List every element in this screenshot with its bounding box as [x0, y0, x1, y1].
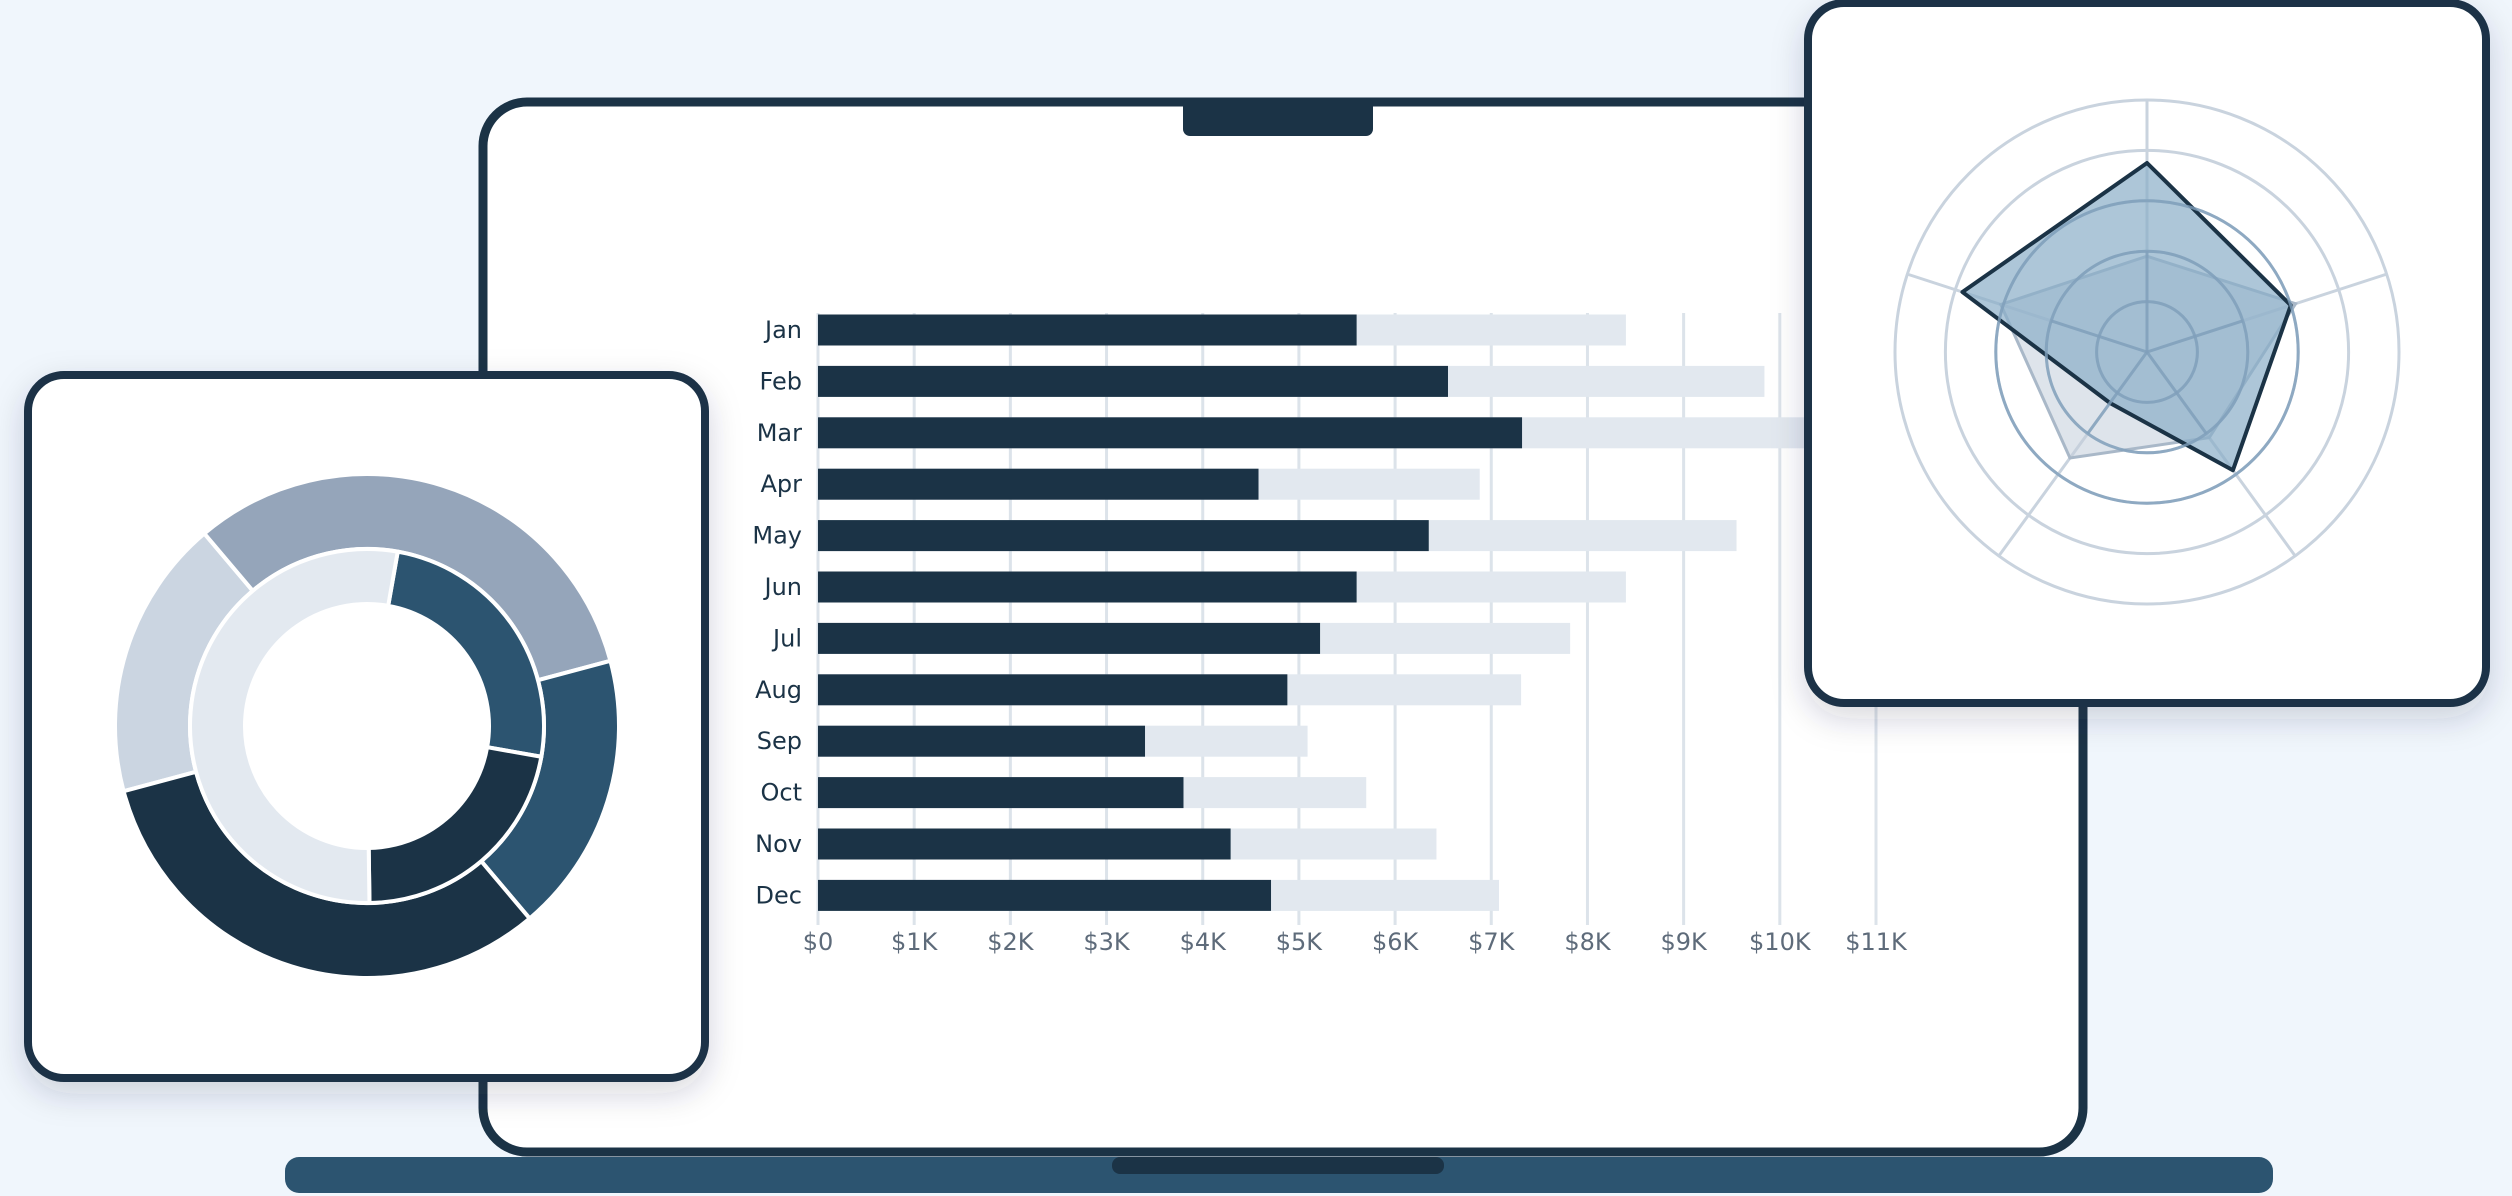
radar-ring-overlay	[1994, 199, 2300, 505]
bar-x-tick-label: $7K	[1468, 928, 1516, 956]
bar-grid	[816, 313, 1878, 925]
bar-x-tick-label: $11K	[1845, 928, 1908, 956]
bar-x-tick-label: $5K	[1276, 928, 1324, 956]
bar-primary	[818, 520, 1429, 552]
radar-chart	[1893, 98, 2401, 606]
bar-x-tick-label: $6K	[1372, 928, 1420, 956]
bar-category-label: Nov	[755, 830, 802, 858]
bar-category-label: Feb	[760, 367, 803, 395]
bar-category-label: Jan	[763, 316, 802, 344]
radar-axis-overlay	[2086, 351, 2149, 435]
bar-primary	[818, 468, 1259, 500]
bar-primary	[818, 777, 1184, 809]
bar-category-labels: Jan Feb Mar Apr May Jun Jul Aug Sep Oct Nov Dec	[752, 316, 802, 909]
bar-category-label: Dec	[756, 881, 802, 909]
inner-donut-slice	[385, 549, 546, 760]
laptop-camera-notch	[1183, 98, 1373, 136]
inner-donut-slice	[188, 547, 401, 905]
bar-primary	[818, 314, 1357, 346]
bar-category-label: Oct	[761, 779, 803, 807]
bar-primary	[818, 828, 1231, 860]
bar-x-tick-label: $2K	[987, 928, 1035, 956]
bar-primary	[818, 879, 1272, 911]
radar-axis-overlay	[2146, 319, 2244, 354]
bar-x-tick-label: $10K	[1749, 928, 1812, 956]
bar-category-label: Sep	[757, 727, 802, 755]
donut-chart	[113, 472, 621, 980]
bar-primary	[818, 622, 1321, 654]
bar-primary	[818, 417, 1523, 449]
laptop-base-notch	[1112, 1157, 1444, 1174]
bar-x-tick-label: $3K	[1083, 928, 1131, 956]
bar-primary	[818, 674, 1288, 706]
bar-primary	[818, 365, 1448, 397]
bar-x-axis-tick-labels: $0 $1K $2K $3K $4K $5K $6K $7K $8K $9K $10K $11K	[803, 928, 1908, 956]
radar-axis-overlay	[2145, 351, 2208, 435]
bar-category-label: Apr	[760, 470, 802, 498]
laptop-base	[285, 1157, 2273, 1193]
bar-primary	[818, 571, 1357, 603]
bar-primary	[818, 725, 1146, 757]
bar-x-tick-label: $9K	[1660, 928, 1708, 956]
bar-x-tick-label: $1K	[891, 928, 939, 956]
bar-category-label: Jul	[771, 624, 802, 652]
bar-category-label: Mar	[757, 419, 802, 447]
bar-x-tick-label: $4K	[1180, 928, 1228, 956]
bar-x-tick-label: $0	[803, 928, 834, 956]
bar-category-label: May	[752, 522, 802, 550]
bar-category-label: Jun	[763, 573, 803, 601]
bar-marks	[818, 314, 1876, 911]
bar-category-label: Aug	[755, 676, 802, 704]
radar-axis-overlay	[2050, 319, 2148, 354]
bar-x-tick-label: $8K	[1564, 928, 1612, 956]
